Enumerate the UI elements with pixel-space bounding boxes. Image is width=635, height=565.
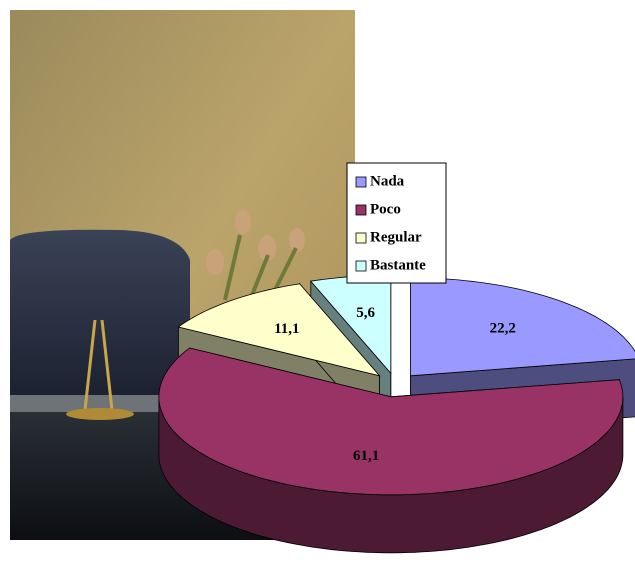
slice bbox=[409, 277, 635, 377]
legend-label: Bastante bbox=[370, 257, 426, 273]
legend-swatch bbox=[355, 204, 367, 216]
data-label: 5,6 bbox=[356, 305, 375, 321]
data-label: 11,1 bbox=[274, 321, 299, 337]
slice bbox=[158, 347, 624, 496]
legend-label: Poco bbox=[370, 201, 401, 217]
legend-swatch bbox=[355, 260, 367, 272]
pie: 22,2 61,1 11,1 5,6 bbox=[158, 274, 635, 554]
slice bbox=[177, 283, 381, 377]
legend-swatch bbox=[355, 232, 367, 244]
legend-label: Nada bbox=[370, 173, 405, 189]
legend-items: Nada Poco Regular Bastante bbox=[355, 173, 426, 273]
data-label: 22,2 bbox=[490, 321, 516, 337]
legend-swatch bbox=[355, 176, 367, 188]
data-label: 61,1 bbox=[353, 448, 379, 464]
legend-label: Regular bbox=[370, 229, 422, 245]
